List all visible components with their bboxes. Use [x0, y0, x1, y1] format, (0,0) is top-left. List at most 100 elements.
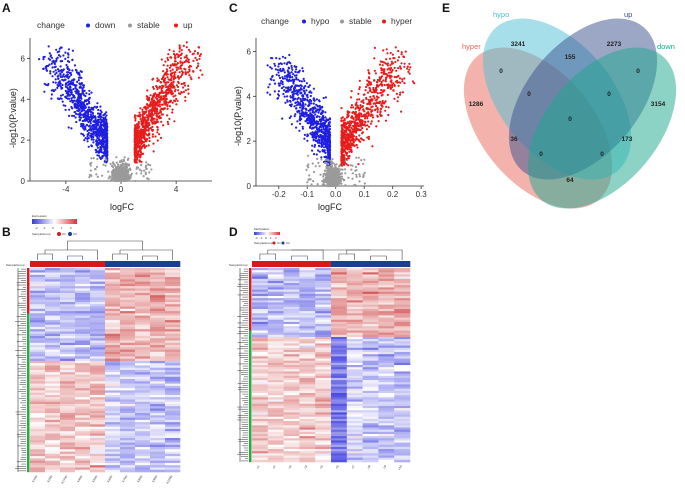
- data-point-hypo: [319, 142, 321, 144]
- venn-label-down: down: [657, 42, 675, 51]
- data-point-down: [92, 141, 94, 143]
- data-point-hypo: [274, 65, 276, 67]
- data-point-hypo: [314, 132, 316, 134]
- legend-title: change: [261, 16, 289, 26]
- data-point-down: [77, 101, 79, 103]
- data-point-hypo: [309, 126, 311, 128]
- data-point-up: [179, 71, 181, 73]
- data-point-down: [72, 88, 74, 90]
- data-point-hyper: [353, 135, 355, 137]
- data-point-hyper: [341, 124, 343, 126]
- data-point-up: [174, 77, 176, 79]
- data-point-down: [68, 126, 70, 128]
- data-point-stable: [93, 157, 95, 159]
- data-point-stable: [341, 175, 343, 177]
- data-point-stable: [350, 169, 352, 171]
- data-point-hyper: [387, 64, 389, 66]
- data-point-hyper: [362, 115, 364, 117]
- data-point-hypo: [301, 67, 303, 69]
- data-point-hypo: [310, 119, 312, 121]
- data-point-hypo: [315, 107, 317, 109]
- data-point-hypo: [287, 80, 289, 82]
- data-point-stable: [115, 173, 117, 175]
- data-point-up: [175, 66, 177, 68]
- data-point-hypo: [315, 137, 317, 139]
- data-point-hyper: [364, 125, 366, 127]
- data-point-up: [174, 95, 176, 97]
- y-tick-label: 4: [21, 95, 26, 104]
- sample-group-cell: [150, 261, 165, 267]
- data-point-stable: [336, 170, 338, 172]
- data-point-hyper: [402, 91, 404, 93]
- data-point-hypo: [297, 104, 299, 106]
- data-point-down: [85, 118, 87, 120]
- data-point-stable: [335, 178, 337, 180]
- data-point-hyper: [365, 89, 367, 91]
- data-point-down: [65, 97, 67, 99]
- data-point-hyper: [368, 77, 370, 79]
- data-point-down: [60, 60, 62, 62]
- data-point-down: [81, 114, 83, 116]
- panel-c-ylabel: -log10(P.value): [233, 86, 243, 146]
- data-point-up: [155, 103, 157, 105]
- legend-label-hyper: hyper: [391, 16, 412, 26]
- data-point-down: [64, 79, 66, 81]
- data-point-hypo: [320, 126, 322, 128]
- data-point-up: [136, 159, 138, 161]
- data-point-hypo: [279, 69, 281, 71]
- panel-b-heatmap: B Expression -2 -1 0 1 2 SampleGroup C1 …: [2, 214, 180, 484]
- data-point-up: [174, 60, 176, 62]
- data-point-down: [100, 141, 102, 143]
- data-point-hypo: [282, 81, 284, 83]
- data-point-up: [144, 106, 146, 108]
- data-point-hypo: [328, 151, 330, 153]
- data-point-hypo: [287, 73, 289, 75]
- data-point-up: [178, 50, 180, 52]
- data-point-hyper: [362, 99, 364, 101]
- data-point-up: [185, 89, 187, 91]
- data-point-down: [92, 127, 94, 129]
- data-point-up: [134, 134, 136, 136]
- data-point-up: [160, 117, 162, 119]
- data-point-stable: [358, 173, 360, 175]
- data-point-hyper: [373, 80, 375, 82]
- data-point-stable: [113, 174, 115, 176]
- data-point-hyper: [394, 61, 396, 63]
- data-point-hyper: [352, 117, 354, 119]
- data-point-hypo: [301, 80, 303, 82]
- data-point-hypo: [328, 138, 330, 140]
- data-point-up: [147, 117, 149, 119]
- data-point-hypo: [288, 54, 290, 56]
- data-point-up: [170, 82, 172, 84]
- data-point-down: [46, 70, 48, 72]
- scale-tick: 2: [70, 226, 72, 230]
- data-point-up: [153, 88, 155, 90]
- data-point-hypo: [313, 153, 315, 155]
- data-point-down: [97, 109, 99, 111]
- data-point-hypo: [323, 97, 325, 99]
- data-point-hyper: [403, 66, 405, 68]
- data-point-hypo: [294, 115, 296, 117]
- data-point-down: [71, 69, 73, 71]
- data-point-down: [76, 89, 78, 91]
- data-point-stable: [122, 167, 124, 169]
- data-point-up: [194, 50, 196, 52]
- data-point-down: [61, 84, 63, 86]
- data-point-down: [96, 137, 98, 139]
- data-point-hyper: [354, 139, 356, 141]
- data-point-down: [53, 62, 55, 64]
- data-point-hypo: [299, 123, 301, 125]
- data-point-up: [142, 123, 144, 125]
- data-point-up: [134, 139, 136, 141]
- data-point-down: [95, 127, 97, 129]
- data-point-hypo: [313, 88, 315, 90]
- data-point-stable: [143, 175, 145, 177]
- data-point-stable: [339, 177, 341, 179]
- data-point-hypo: [292, 94, 294, 96]
- data-point-hypo: [319, 151, 321, 153]
- data-point-up: [172, 102, 174, 104]
- data-point-hyper: [384, 84, 386, 86]
- data-point-hyper: [381, 75, 383, 77]
